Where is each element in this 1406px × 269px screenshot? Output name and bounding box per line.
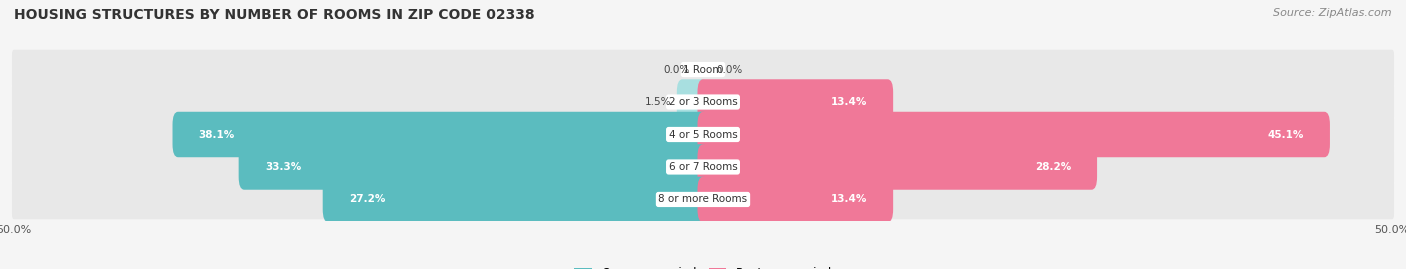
Text: 2 or 3 Rooms: 2 or 3 Rooms — [669, 97, 737, 107]
Text: HOUSING STRUCTURES BY NUMBER OF ROOMS IN ZIP CODE 02338: HOUSING STRUCTURES BY NUMBER OF ROOMS IN… — [14, 8, 534, 22]
Text: 45.1%: 45.1% — [1267, 129, 1303, 140]
Legend: Owner-occupied, Renter-occupied: Owner-occupied, Renter-occupied — [574, 267, 832, 269]
FancyBboxPatch shape — [676, 79, 709, 125]
FancyBboxPatch shape — [13, 147, 1393, 187]
Text: 8 or more Rooms: 8 or more Rooms — [658, 194, 748, 204]
FancyBboxPatch shape — [697, 177, 893, 222]
Text: 13.4%: 13.4% — [831, 194, 868, 204]
FancyBboxPatch shape — [13, 180, 1393, 219]
Text: 1.5%: 1.5% — [645, 97, 671, 107]
Text: 28.2%: 28.2% — [1035, 162, 1071, 172]
Text: 6 or 7 Rooms: 6 or 7 Rooms — [669, 162, 737, 172]
Text: 1 Room: 1 Room — [683, 65, 723, 75]
Text: 38.1%: 38.1% — [198, 129, 235, 140]
FancyBboxPatch shape — [697, 112, 1330, 157]
Text: 33.3%: 33.3% — [264, 162, 301, 172]
FancyBboxPatch shape — [697, 144, 1097, 190]
Text: 0.0%: 0.0% — [717, 65, 742, 75]
Text: 27.2%: 27.2% — [349, 194, 385, 204]
FancyBboxPatch shape — [323, 177, 709, 222]
FancyBboxPatch shape — [697, 79, 893, 125]
Text: 13.4%: 13.4% — [831, 97, 868, 107]
FancyBboxPatch shape — [13, 115, 1393, 154]
FancyBboxPatch shape — [13, 50, 1393, 89]
Text: Source: ZipAtlas.com: Source: ZipAtlas.com — [1274, 8, 1392, 18]
FancyBboxPatch shape — [173, 112, 709, 157]
Text: 0.0%: 0.0% — [664, 65, 689, 75]
FancyBboxPatch shape — [13, 82, 1393, 122]
FancyBboxPatch shape — [239, 144, 709, 190]
Text: 4 or 5 Rooms: 4 or 5 Rooms — [669, 129, 737, 140]
